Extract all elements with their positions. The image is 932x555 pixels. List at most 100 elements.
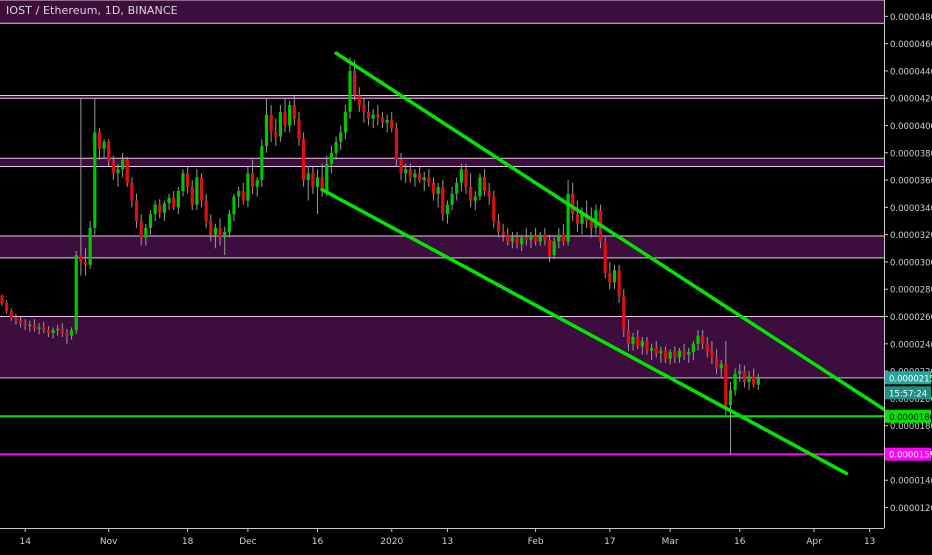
y-tick-label-11: 0.00002600 xyxy=(890,313,932,323)
candle-body-156 xyxy=(724,364,728,406)
candle-body-117 xyxy=(543,234,547,241)
zones-layer xyxy=(0,0,884,379)
candle-body-88 xyxy=(408,169,412,178)
candle-body-152 xyxy=(705,343,709,351)
x-tick-label-12: 13 xyxy=(864,537,875,547)
candle-body-110 xyxy=(510,237,514,242)
candle-body-134 xyxy=(622,296,626,331)
candle-body-49 xyxy=(227,214,231,232)
candle-body-153 xyxy=(710,350,714,358)
candle-body-41 xyxy=(190,186,194,205)
candle-body-99 xyxy=(459,169,463,183)
candle-body-94 xyxy=(436,186,440,194)
candle-body-97 xyxy=(450,193,454,205)
candle-body-25 xyxy=(116,169,120,174)
x-tick-label-8: 17 xyxy=(604,537,615,547)
candle-body-35 xyxy=(162,203,166,213)
candle-body-39 xyxy=(181,173,185,192)
candle-body-160 xyxy=(742,371,746,383)
candle-body-158 xyxy=(733,373,737,391)
candle-body-77 xyxy=(357,95,361,106)
candle-body-66 xyxy=(306,173,310,181)
candle-body-136 xyxy=(631,336,635,344)
candle-body-78 xyxy=(362,105,366,112)
y-tick-label-4: 0.00004000 xyxy=(890,122,932,132)
candle-body-27 xyxy=(125,159,129,183)
candle-body-108 xyxy=(501,231,505,235)
candle-body-89 xyxy=(413,173,417,178)
candle-body-28 xyxy=(130,182,134,201)
candle-body-53 xyxy=(246,173,250,201)
candle-body-140 xyxy=(650,347,654,351)
candle-body-12 xyxy=(56,328,60,331)
candle-body-7 xyxy=(32,324,37,329)
candle-body-124 xyxy=(575,214,579,224)
candle-body-144 xyxy=(668,352,672,359)
candle-body-5 xyxy=(23,323,27,327)
y-tick-label-3: 0.00004200 xyxy=(890,95,932,105)
candle-body-32 xyxy=(148,214,153,228)
candle-body-60 xyxy=(278,111,282,137)
candle-body-118 xyxy=(547,240,552,256)
candle-body-79 xyxy=(366,111,371,119)
candle-body-92 xyxy=(427,177,431,183)
candle-body-155 xyxy=(719,364,723,369)
candle-body-157 xyxy=(728,390,733,406)
candle-body-55 xyxy=(255,180,259,187)
candle-body-64 xyxy=(297,118,301,140)
candle-body-9 xyxy=(42,327,46,331)
candle-body-151 xyxy=(701,335,705,344)
candle-body-81 xyxy=(376,114,380,118)
candle-body-105 xyxy=(487,191,491,197)
candle-body-83 xyxy=(385,120,389,123)
candle-body-119 xyxy=(552,241,556,256)
candle-body-57 xyxy=(264,114,269,146)
x-tick-label-9: Mar xyxy=(662,537,679,547)
candle-body-113 xyxy=(524,237,528,241)
candle-body-54 xyxy=(250,173,255,187)
candle-body-100 xyxy=(464,169,468,187)
candle-body-163 xyxy=(756,377,760,385)
chart-title: IOST / Ethereum, 1D, BINANCE xyxy=(6,4,178,17)
candle-body-103 xyxy=(478,177,482,197)
candle-body-68 xyxy=(315,177,320,187)
x-tick-label-7: Feb xyxy=(528,537,544,547)
x-tick-label-0: 14 xyxy=(19,537,31,547)
candle-body-26 xyxy=(121,159,125,170)
candle-body-11 xyxy=(51,330,55,333)
x-tick-label-1: Nov xyxy=(100,537,118,547)
candle-body-107 xyxy=(496,221,501,232)
candle-body-15 xyxy=(70,330,74,336)
y-tick-label-15: 0.00001800 xyxy=(890,422,932,432)
candle-body-132 xyxy=(612,270,617,283)
current-price-tag: 0.00002151 xyxy=(889,374,932,384)
candle-body-131 xyxy=(608,272,612,283)
candle-body-86 xyxy=(399,159,403,174)
candle-body-102 xyxy=(473,196,477,201)
zone-3 xyxy=(0,236,884,258)
candle-body-104 xyxy=(482,177,487,192)
candle-body-82 xyxy=(380,117,385,123)
candle-body-111 xyxy=(515,237,519,245)
candle-body-130 xyxy=(603,241,607,273)
x-tick-label-6: 13 xyxy=(442,537,453,547)
candle-body-133 xyxy=(617,270,621,297)
candle-body-84 xyxy=(390,120,394,129)
candle-body-62 xyxy=(288,105,292,126)
candle-body-48 xyxy=(223,231,227,238)
candle-body-56 xyxy=(260,145,264,181)
candle-body-135 xyxy=(626,330,630,344)
candle-body-76 xyxy=(353,70,357,96)
trend-line-0 xyxy=(334,51,932,443)
zone-1 xyxy=(0,95,884,99)
candle-body-101 xyxy=(469,186,473,201)
current-price-tag-box xyxy=(885,371,931,385)
candle-body-14 xyxy=(65,332,69,336)
candle-body-61 xyxy=(283,111,287,126)
candle-body-63 xyxy=(292,105,296,119)
candle-body-69 xyxy=(320,177,324,192)
x-tick-label-5: 2020 xyxy=(380,537,403,547)
